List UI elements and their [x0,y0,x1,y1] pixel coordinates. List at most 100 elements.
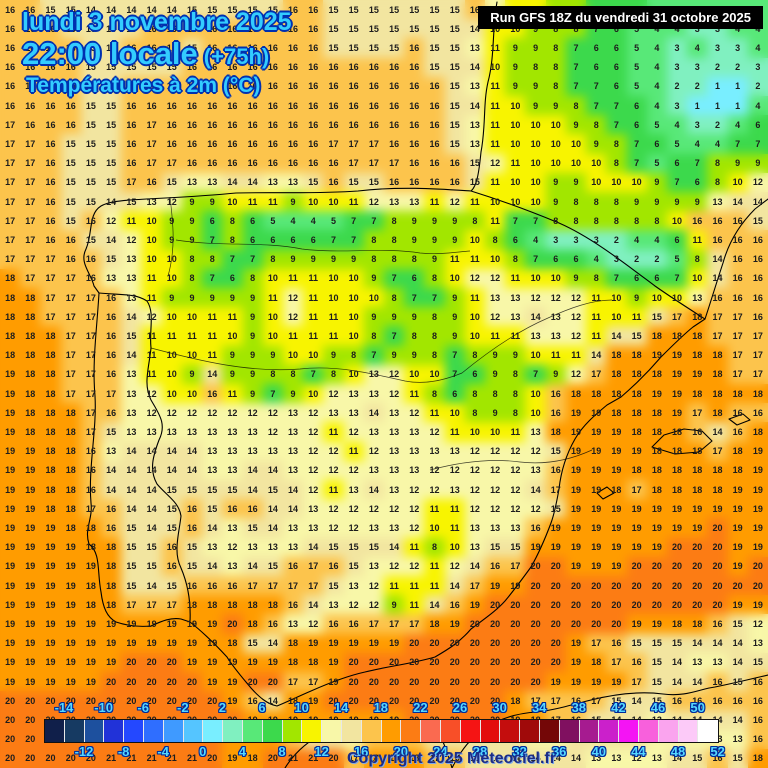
temperature-value: 16 [146,42,157,53]
temperature-value: 19 [5,638,16,649]
scale-cell [401,720,422,742]
temperature-value: 20 [449,695,460,706]
temperature-value: 14 [712,638,723,649]
temperature-value: 14 [469,62,480,73]
temperature-value: 2 [714,119,720,130]
temperature-value: 10 [591,177,602,188]
temperature-value: 4 [654,234,660,245]
temperature-value: 20 [328,695,339,706]
temperature-value: 13 [247,542,258,553]
temperature-value: 16 [25,62,36,73]
temperature-value: 13 [166,426,177,437]
scale-cell [440,720,461,742]
temperature-value: 15 [732,676,743,687]
temperature-value: 19 [45,657,56,668]
temperature-value: 13 [348,407,359,418]
temperature-value: 15 [106,177,117,188]
temperature-value: 9 [169,215,175,226]
temperature-value: 10 [510,196,521,207]
temperature-value: 20 [672,580,683,591]
region-borders-path [150,196,613,471]
temperature-value: 18 [45,503,56,514]
temperature-value: 18 [611,369,622,380]
temperature-value: 17 [45,273,56,284]
temperature-value: 9 [694,196,700,207]
temperature-value: 15 [651,311,662,322]
temperature-value: 19 [611,503,622,514]
scale-label: 2 [218,700,227,715]
temperature-value: 3 [553,234,559,245]
temperature-value: 6 [694,177,700,188]
temperature-value: 19 [65,676,76,687]
temperature-value: 20 [207,753,218,764]
temperature-value: 16 [409,177,420,188]
temperature-value: 15 [752,215,763,226]
temperature-value: 4 [735,119,741,130]
temperature-value: 17 [5,119,16,130]
temperature-value: 14 [469,561,480,572]
temperature-value: 14 [288,503,299,514]
temperature-value: 15 [267,484,278,495]
temperature-value: 9 [553,100,559,111]
temperature-value: 19 [389,638,400,649]
temperature-value: 13 [469,522,480,533]
temperature-value: 20 [752,561,763,572]
temperature-value: 18 [25,330,36,341]
temperature-value: 18 [308,657,319,668]
temperature-value: 8 [290,369,296,380]
temperature-value: 16 [227,62,238,73]
temperature-value: 16 [328,81,339,92]
temperature-value: 15 [106,119,117,130]
temperature-value: 14 [207,561,218,572]
temperature-value: 17 [308,580,319,591]
temperature-value: 16 [166,119,177,130]
temperature-value: 14 [106,484,117,495]
temperature-value: 16 [611,638,622,649]
temperature-value: 16 [45,23,56,34]
temperature-value: 20 [25,734,36,745]
temperature-value: 10 [510,119,521,130]
temperature-value: 8 [472,407,478,418]
temperature-color-scale [44,719,720,743]
temperature-value: 1 [714,100,720,111]
scale-cell [84,720,105,742]
temperature-value: 17 [712,446,723,457]
temperature-value: 16 [368,62,379,73]
temperature-value: 18 [45,388,56,399]
scale-label: 50 [690,700,705,715]
temperature-value: 19 [5,561,16,572]
temperature-value: 19 [5,542,16,553]
temperature-value: 15 [267,4,278,15]
temperature-value: 18 [692,484,703,495]
temperature-value: 19 [570,465,581,476]
temperature-value: 12 [247,407,258,418]
temperature-value: 15 [631,330,642,341]
temperature-value: 16 [25,42,36,53]
temperature-value: 15 [166,503,177,514]
temperature-value: 15 [328,4,339,15]
temperature-value: 9 [391,599,397,610]
temperature-value: 17 [5,254,16,265]
temperature-value: 15 [328,542,339,553]
temperature-value: 10 [591,158,602,169]
temperature-value: 18 [631,407,642,418]
temperature-value: 16 [186,158,197,169]
temperature-value: 6 [250,234,256,245]
temperature-value: 19 [449,618,460,629]
temperature-value: 16 [166,42,177,53]
temperature-value: 18 [692,311,703,322]
temperature-value: 8 [512,369,518,380]
temperature-value: 19 [570,561,581,572]
temperature-value: 20 [85,753,96,764]
temperature-value: 16 [207,100,218,111]
temperature-value: 20 [449,676,460,687]
temperature-value: 12 [328,522,339,533]
temperature-value: 18 [288,695,299,706]
temperature-value: 14 [126,311,137,322]
temperature-value: 15 [389,42,400,53]
temperature-value: 16 [106,522,117,533]
temperature-value: 19 [591,484,602,495]
temperature-value: 17 [25,234,36,245]
temperature-value: 16 [247,62,258,73]
temperature-value: 13 [207,426,218,437]
